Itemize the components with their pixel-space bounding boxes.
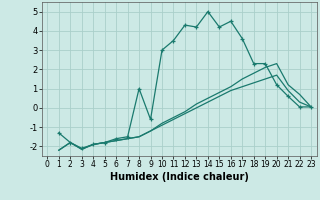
- X-axis label: Humidex (Indice chaleur): Humidex (Indice chaleur): [110, 172, 249, 182]
